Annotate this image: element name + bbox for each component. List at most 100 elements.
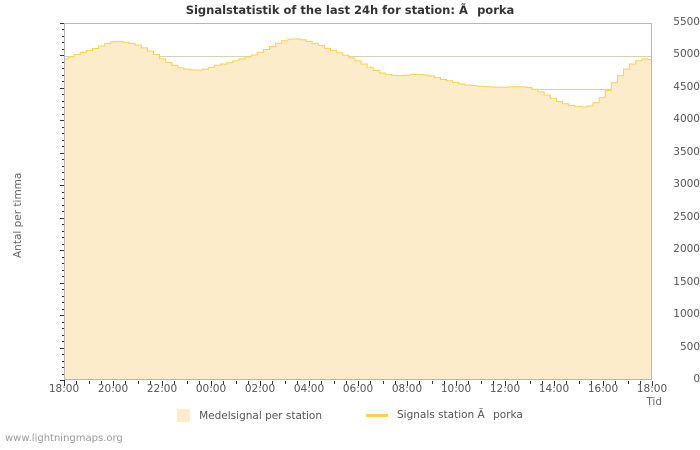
x-tick-minor-mark — [174, 381, 176, 384]
y-tick-minor-mark — [62, 360, 65, 362]
y-tick-mark — [60, 87, 65, 89]
x-tick-minor-mark — [125, 381, 127, 384]
x-tick-label: 08:00 — [391, 383, 423, 395]
y-tick-minor-mark — [62, 302, 65, 304]
x-tick-minor-mark — [76, 381, 78, 384]
y-tick-minor-mark — [62, 367, 65, 369]
y-tick-minor-mark — [62, 81, 65, 83]
y-tick-minor-mark — [62, 341, 65, 343]
y-tick-minor-mark — [62, 61, 65, 63]
x-tick-label: 22:00 — [146, 383, 178, 395]
x-tick-mark — [603, 381, 604, 386]
y-tick-label: 4500 — [673, 80, 700, 93]
y-tick-mark — [60, 23, 65, 24]
x-tick-mark — [505, 381, 506, 386]
x-tick-minor-mark — [627, 381, 629, 384]
y-tick-minor-mark — [62, 113, 65, 115]
legend-line-swatch-icon — [366, 414, 388, 417]
y-tick-minor-mark — [62, 256, 65, 258]
x-tick-minor-mark — [419, 381, 421, 384]
x-tick-mark — [652, 381, 653, 386]
x-tick-minor-mark — [235, 381, 237, 384]
y-tick-minor-mark — [62, 48, 65, 50]
y-tick-mark — [60, 347, 65, 349]
y-tick-minor-mark — [62, 308, 65, 310]
x-tick-minor-mark — [223, 381, 225, 384]
y-tick-label: 500 — [679, 340, 700, 353]
chart-title: Signalstatistik of the last 24h for stat… — [185, 3, 515, 17]
x-tick-label: 16:00 — [587, 383, 619, 395]
y-tick-minor-mark — [62, 133, 65, 135]
x-tick-minor-mark — [639, 381, 641, 384]
y-tick-minor-mark — [62, 139, 65, 141]
x-tick-minor-mark — [566, 381, 568, 384]
y-tick-minor-mark — [62, 74, 65, 76]
y-tick-label: 4000 — [673, 113, 700, 126]
y-tick-label: 2500 — [673, 210, 700, 223]
y-tick-minor-mark — [62, 289, 65, 291]
data-series-layer — [65, 24, 651, 379]
y-tick-minor-mark — [62, 172, 65, 174]
y-tick-minor-mark — [62, 107, 65, 109]
y-tick-label: 5500 — [673, 16, 700, 28]
y-tick-minor-mark — [62, 373, 65, 375]
y-tick-label: 1000 — [673, 308, 700, 321]
y-tick-label: 2000 — [673, 243, 700, 256]
y-tick-minor-mark — [62, 276, 65, 278]
x-tick-minor-mark — [492, 381, 494, 384]
x-tick-label: 06:00 — [342, 383, 374, 395]
y-tick-label: 1500 — [673, 275, 700, 288]
y-tick-minor-mark — [62, 165, 65, 167]
legend-item[interactable]: Medelsignal per station — [177, 409, 322, 422]
x-tick-mark — [309, 381, 310, 386]
y-tick-minor-mark — [62, 198, 65, 200]
x-tick-minor-mark — [296, 381, 298, 384]
x-tick-minor-mark — [198, 381, 200, 384]
y-tick-minor-mark — [62, 146, 65, 148]
y-tick-label: 0 — [693, 373, 700, 385]
x-tick-minor-mark — [468, 381, 470, 384]
x-tick-minor-mark — [431, 381, 433, 384]
x-axis-title: Tid — [646, 396, 662, 408]
x-tick-label: 00:00 — [195, 383, 227, 395]
y-tick-mark — [60, 315, 65, 317]
y-tick-minor-mark — [62, 191, 65, 193]
x-tick-mark — [260, 381, 261, 386]
x-tick-minor-mark — [284, 381, 286, 384]
x-tick-label: 18:00 — [48, 383, 80, 395]
y-tick-minor-mark — [62, 354, 65, 356]
x-tick-minor-mark — [345, 381, 347, 384]
x-tick-minor-mark — [186, 381, 188, 384]
x-tick-mark — [456, 381, 457, 386]
y-tick-mark — [60, 282, 65, 284]
x-tick-mark — [64, 381, 65, 386]
x-tick-label: 04:00 — [293, 383, 325, 395]
x-tick-minor-mark — [149, 381, 151, 384]
x-tick-minor-mark — [541, 381, 543, 384]
x-tick-minor-mark — [88, 381, 90, 384]
y-tick-minor-mark — [62, 100, 65, 102]
y-tick-label: 3000 — [673, 178, 700, 191]
y-tick-mark — [60, 217, 65, 219]
x-tick-label: 14:00 — [538, 383, 570, 395]
plot-area — [64, 23, 652, 380]
y-tick-minor-mark — [62, 204, 65, 206]
x-tick-minor-mark — [578, 381, 580, 384]
x-tick-minor-mark — [615, 381, 617, 384]
x-tick-minor-mark — [529, 381, 531, 384]
x-tick-label: 02:00 — [244, 383, 276, 395]
y-tick-minor-mark — [62, 35, 65, 37]
y-tick-mark — [60, 185, 65, 187]
legend-item[interactable]: Signals station Ãporka — [366, 409, 523, 422]
x-tick-minor-mark — [517, 381, 519, 384]
x-tick-label: 20:00 — [97, 383, 129, 395]
y-tick-mark — [60, 152, 65, 154]
x-tick-minor-mark — [247, 381, 249, 384]
y-tick-minor-mark — [62, 328, 65, 330]
y-tick-minor-mark — [62, 159, 65, 161]
x-tick-minor-mark — [480, 381, 482, 384]
x-tick-minor-mark — [333, 381, 335, 384]
y-tick-label: 5000 — [673, 48, 700, 61]
x-tick-label: 10:00 — [440, 383, 472, 395]
